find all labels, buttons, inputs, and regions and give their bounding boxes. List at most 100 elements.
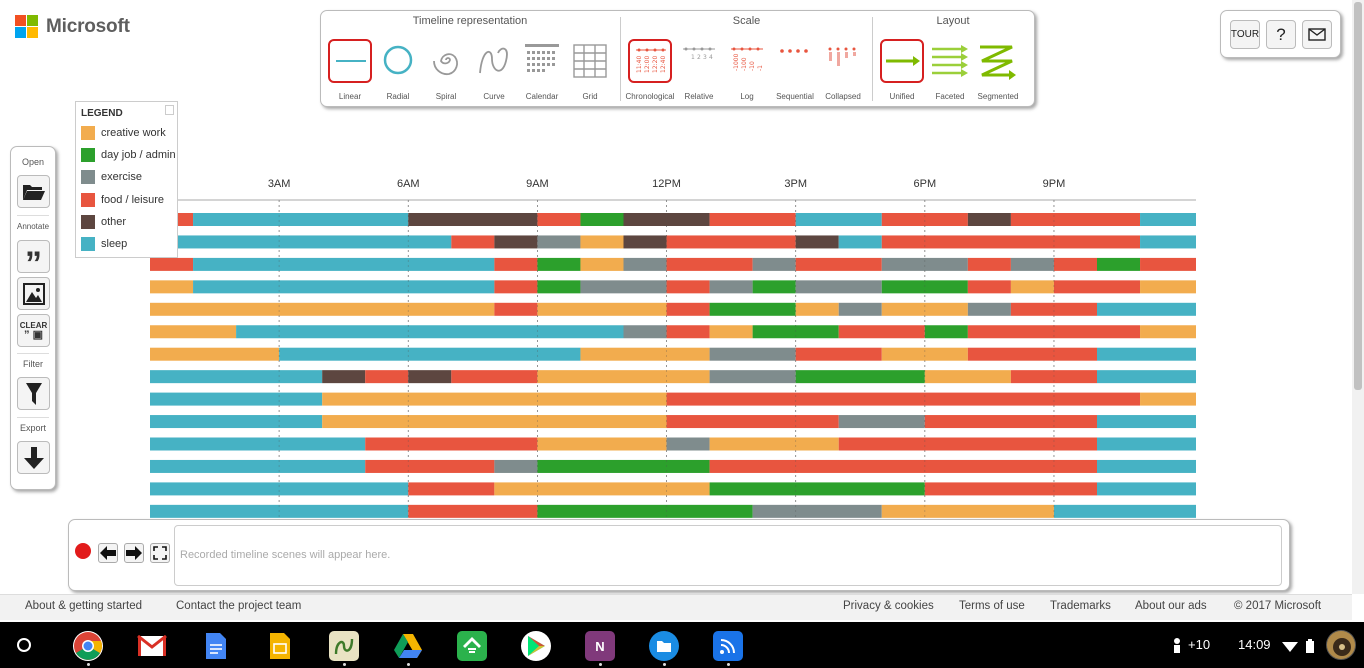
legend-item-other[interactable]: other: [81, 215, 126, 229]
timeline-event[interactable]: [709, 302, 796, 316]
launcher-icon[interactable]: [17, 638, 31, 652]
timeline-event[interactable]: [881, 280, 968, 294]
footer-link-terms[interactable]: Terms of use: [959, 600, 1025, 612]
avatar[interactable]: [1326, 630, 1356, 660]
timeline-event[interactable]: [150, 392, 323, 406]
timeline-event[interactable]: [666, 257, 753, 271]
timeline-event[interactable]: [881, 347, 968, 361]
timeline-event[interactable]: [881, 504, 1054, 518]
timeline-event[interactable]: [193, 213, 409, 226]
timeline-event[interactable]: [924, 325, 968, 339]
timeline-event[interactable]: [193, 257, 495, 271]
microsoft-logo[interactable]: Microsoft: [15, 15, 130, 38]
chrome-icon[interactable]: [73, 631, 103, 661]
radial-button[interactable]: Radial: [375, 39, 421, 105]
docs-icon[interactable]: [201, 631, 231, 661]
timeline-event[interactable]: [365, 437, 538, 451]
timeline-event[interactable]: [666, 415, 839, 429]
timeline-event[interactable]: [150, 280, 194, 294]
timeline-event[interactable]: [1096, 302, 1196, 316]
timeline-event[interactable]: [150, 504, 409, 518]
legend-item-day-job[interactable]: day job / admin: [81, 148, 176, 162]
timeline-event[interactable]: [1010, 280, 1054, 294]
legend-item-food-leisure[interactable]: food / leisure: [81, 193, 164, 207]
timeline-event[interactable]: [795, 347, 882, 361]
timeline-event[interactable]: [623, 235, 667, 249]
timeline-event[interactable]: [795, 213, 882, 226]
timeline-event[interactable]: [838, 302, 882, 316]
timeline-event[interactable]: [752, 280, 796, 294]
timeline-event[interactable]: [580, 280, 667, 294]
timeline-chart[interactable]: 3AM 6AM 9AM 12PM 3PM 6PM 9PM: [0, 170, 1364, 520]
play-store-icon[interactable]: [521, 631, 551, 661]
timeline-event[interactable]: [1096, 415, 1196, 429]
timeline-event[interactable]: [150, 482, 409, 496]
timeline-event[interactable]: [709, 325, 753, 339]
clear-annotations-button[interactable]: CLEAR ” ▣: [17, 314, 50, 347]
timeline-event[interactable]: [881, 302, 968, 316]
timeline-event[interactable]: [322, 370, 366, 384]
gmail-icon[interactable]: [137, 631, 167, 661]
timeline-event[interactable]: [408, 482, 495, 496]
timeline-event[interactable]: [451, 370, 538, 384]
files-icon[interactable]: [649, 631, 679, 661]
timeline-event[interactable]: [150, 459, 366, 473]
timeline-event[interactable]: [881, 213, 968, 226]
timeline-event[interactable]: [150, 235, 452, 249]
page-scrollbar[interactable]: [1352, 0, 1364, 594]
calendar-button[interactable]: Calendar: [519, 39, 565, 105]
timeline-event[interactable]: [967, 280, 1011, 294]
timeline-event[interactable]: [967, 257, 1011, 271]
timeline-event[interactable]: [709, 459, 1097, 473]
timeline-event[interactable]: [494, 302, 538, 316]
tour-button[interactable]: TOUR: [1230, 20, 1260, 49]
timeline-event[interactable]: [236, 325, 624, 339]
fullscreen-button[interactable]: [150, 543, 170, 563]
timeline-event[interactable]: [666, 437, 710, 451]
timeline-event[interactable]: [838, 437, 1097, 451]
timeline-event[interactable]: [494, 280, 538, 294]
drive-icon[interactable]: [393, 631, 423, 661]
unified-button[interactable]: Unified: [879, 39, 925, 105]
timeline-event[interactable]: [838, 235, 882, 249]
timeline-event[interactable]: [451, 235, 495, 249]
timeline-event[interactable]: [1140, 235, 1196, 249]
timeline-event[interactable]: [150, 302, 495, 316]
timeline-event[interactable]: [1010, 257, 1054, 271]
timeline-event[interactable]: [1010, 213, 1141, 226]
timeline-event[interactable]: [1053, 280, 1141, 294]
scene-strip[interactable]: Recorded timeline scenes will appear her…: [174, 525, 1282, 586]
cast-icon[interactable]: [713, 631, 743, 661]
timeline-event[interactable]: [666, 302, 710, 316]
legend-item-creative-work[interactable]: creative work: [81, 126, 166, 140]
footer-link-trademarks[interactable]: Trademarks: [1050, 600, 1111, 612]
add-image-button[interactable]: [17, 277, 50, 310]
timeline-event[interactable]: [1096, 370, 1196, 384]
timeline-event[interactable]: [494, 482, 710, 496]
timeline-event[interactable]: [322, 415, 667, 429]
next-scene-button[interactable]: [124, 543, 144, 563]
timeline-event[interactable]: [924, 370, 1011, 384]
chronological-button[interactable]: 11:40 12:00 12:20 12:40 Chronological: [626, 39, 674, 105]
timeline-event[interactable]: [537, 459, 710, 473]
timeline-event[interactable]: [150, 347, 280, 361]
legend-item-exercise[interactable]: exercise: [81, 170, 142, 184]
timeline-event[interactable]: [1010, 370, 1097, 384]
timeline-event[interactable]: [709, 370, 796, 384]
spiral-button[interactable]: Spiral: [423, 39, 469, 105]
timeline-event[interactable]: [1096, 257, 1141, 271]
timeline-event[interactable]: [193, 280, 495, 294]
legend-item-sleep[interactable]: sleep: [81, 237, 127, 251]
legend-copy-icon[interactable]: [165, 105, 174, 115]
timeline-event[interactable]: [967, 302, 1011, 316]
add-caption-button[interactable]: ”: [17, 240, 50, 281]
timeline-event[interactable]: [365, 459, 495, 473]
record-button[interactable]: [75, 543, 91, 559]
linear-button[interactable]: Linear: [327, 39, 373, 105]
timeline-event[interactable]: [1096, 482, 1196, 496]
timeline-event[interactable]: [580, 213, 624, 226]
status-tray[interactable]: +10 14:09: [1168, 636, 1364, 656]
timeline-event[interactable]: [537, 257, 581, 271]
timeline-event[interactable]: [623, 213, 710, 226]
